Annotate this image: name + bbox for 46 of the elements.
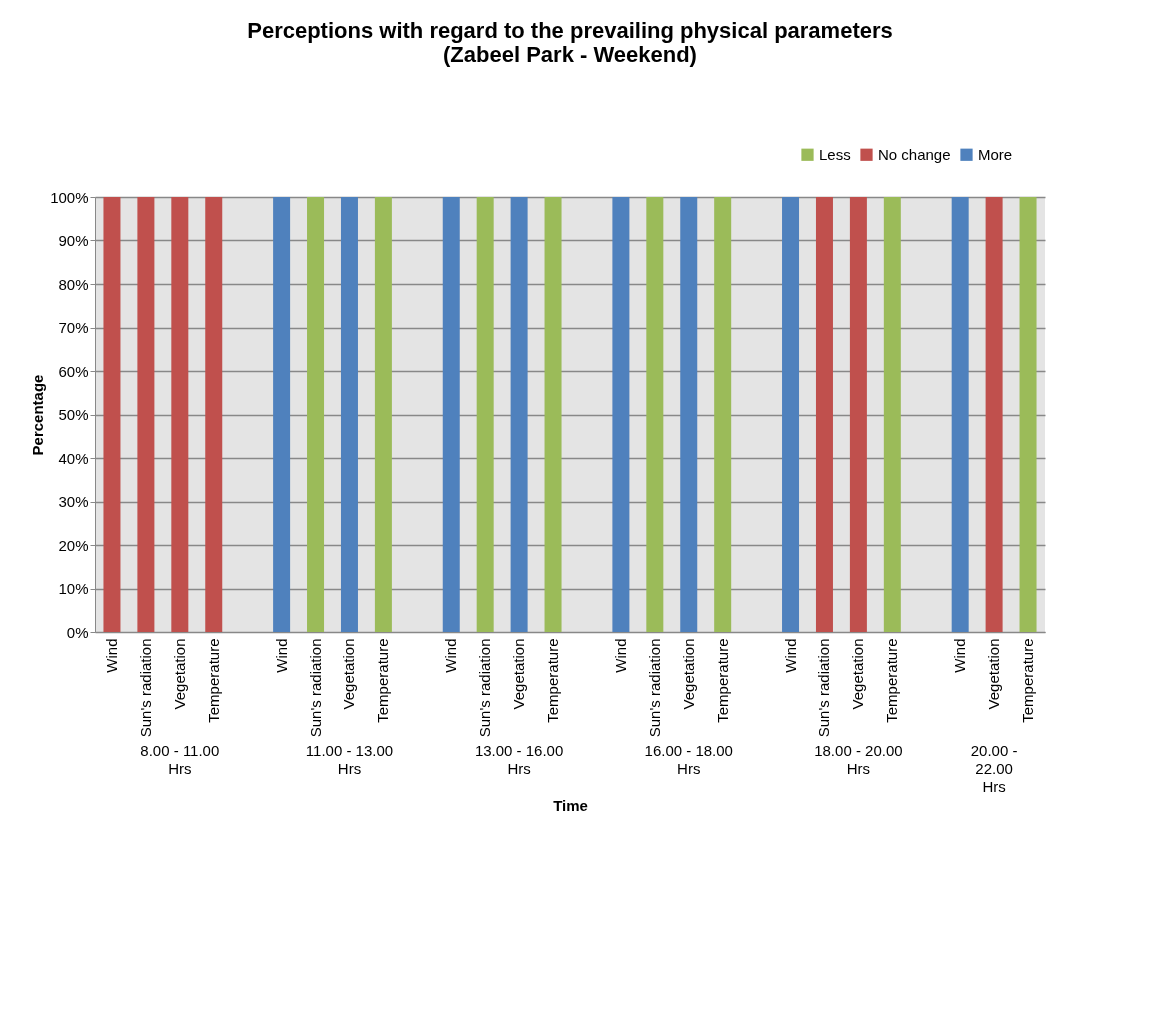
x-tick-label: Sun's radiation xyxy=(815,638,833,738)
y-axis-title: Percentage xyxy=(29,374,47,456)
y-tick-label: 60% xyxy=(58,362,89,380)
text: 13.00 - 16.00 Hrs xyxy=(474,742,564,777)
y-tick-label: 30% xyxy=(58,493,89,510)
y-tick-label: 20% xyxy=(58,536,89,554)
y-tick-label: 80% xyxy=(58,275,89,293)
text: 18.00 - 20.00 Hrs xyxy=(814,742,903,777)
x-tick-label: Temperature xyxy=(374,638,392,723)
y-tick-label: 100% xyxy=(50,188,89,206)
x-tick-label: Vegetation xyxy=(510,638,528,710)
legend-label: More xyxy=(978,145,1013,163)
y-tick-label: 90% xyxy=(58,232,89,249)
x-tick-label: Vegetation xyxy=(849,638,867,710)
legend-label: Less xyxy=(819,145,851,163)
x-tick-label: Sun's radiation xyxy=(476,638,494,738)
x-tick-label: Sun's radiation xyxy=(645,638,663,738)
legend-label: No change xyxy=(878,145,951,163)
chart-title: Perceptions with regard to the prevailing physical parameters (Zabeel Park - Weekend) xyxy=(247,18,893,67)
text: 11.00 - 13.00 Hrs xyxy=(305,742,394,777)
x-tick-label: Sun's radiation xyxy=(306,638,324,738)
x-tick-label: Vegetation xyxy=(170,638,188,710)
x-tick-label: Wind xyxy=(781,638,799,673)
x-axis-title: Time xyxy=(553,797,588,815)
x-tick-label: Temperature xyxy=(544,638,562,723)
x-tick-label: Wind xyxy=(272,638,290,673)
text: 8.00 - 11.00 Hrs xyxy=(140,742,220,777)
x-tick-label: Sun's radiation xyxy=(136,638,154,738)
x-tick-label: Wind xyxy=(442,638,460,673)
x-tick-label: Wind xyxy=(611,638,629,673)
x-tick-label: Temperature xyxy=(713,638,731,723)
x-tick-label: Temperature xyxy=(883,638,901,723)
y-tick-label: 50% xyxy=(58,406,89,423)
text: 20.00 - 22.00 Hrs xyxy=(970,742,1018,795)
x-tick-label: Vegetation xyxy=(985,638,1003,710)
y-tick-label: 70% xyxy=(58,319,89,336)
x-tick-label: Temperature xyxy=(204,638,222,723)
y-tick-label: 40% xyxy=(58,449,89,467)
x-tick-label: Wind xyxy=(951,638,969,673)
x-tick-label: Temperature xyxy=(1019,638,1037,723)
x-tick-label: Vegetation xyxy=(340,638,358,710)
text: 16.00 - 18.00 Hrs xyxy=(644,742,733,777)
y-tick-label: 0% xyxy=(66,623,89,641)
x-tick-label: Vegetation xyxy=(679,638,697,710)
x-tick-label: Wind xyxy=(102,638,120,673)
y-tick-label: 10% xyxy=(58,580,89,597)
